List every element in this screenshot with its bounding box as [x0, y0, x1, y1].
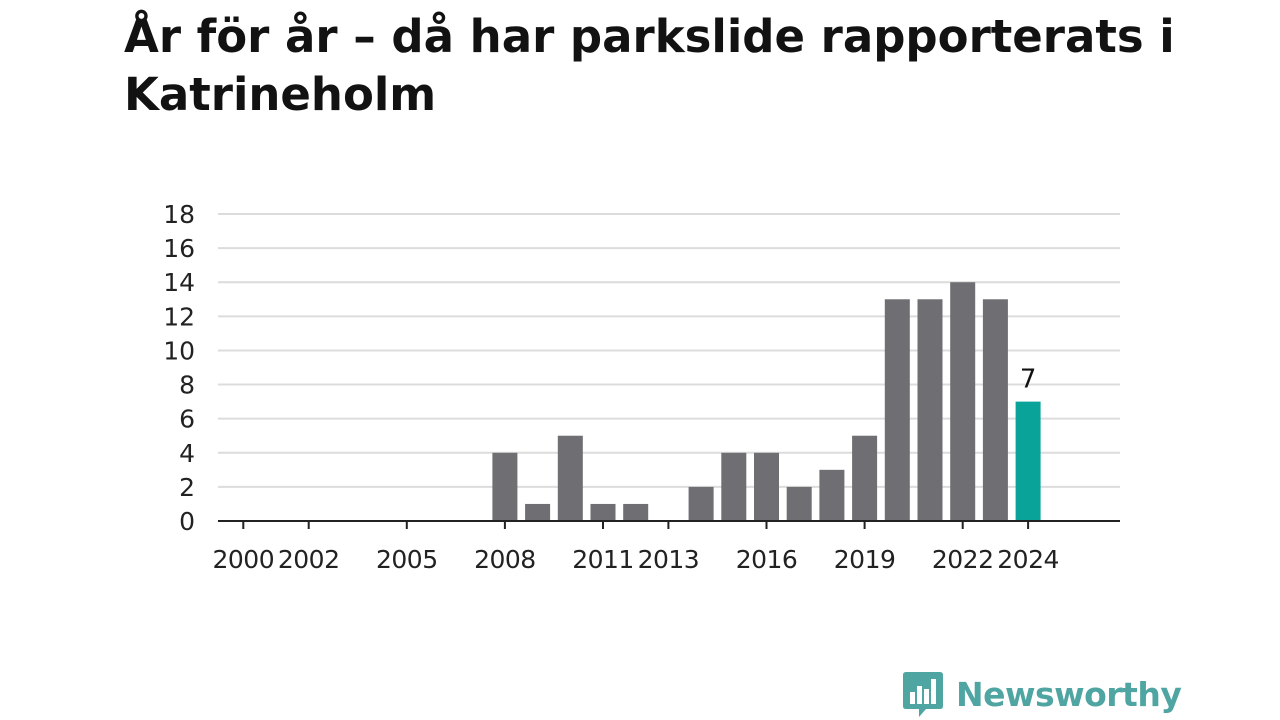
x-tick-label: 2005	[376, 545, 438, 574]
chart-title: År för år – då har parkslide rapporterat…	[124, 10, 1175, 121]
x-tick-label: 2016	[736, 545, 798, 574]
y-tick-label: 12	[163, 302, 195, 331]
brand-name: Newsworthy	[956, 674, 1182, 714]
y-tick-label: 10	[163, 336, 195, 365]
bar-2019	[852, 435, 878, 521]
y-tick-label: 0	[179, 507, 195, 536]
bar-2010	[557, 435, 583, 521]
y-tick-label: 18	[163, 200, 195, 229]
y-tick-label: 6	[179, 405, 195, 434]
bar-2021	[917, 299, 943, 521]
x-axis	[218, 520, 1120, 529]
newsworthy-logo: Newsworthy	[902, 670, 1182, 718]
bar-2020	[884, 299, 910, 521]
bar-2015	[721, 452, 747, 521]
x-tick-label: 2011	[572, 545, 634, 574]
bar-2012	[623, 503, 649, 521]
x-tick-label: 2019	[834, 545, 896, 574]
data-label: 7	[1020, 365, 1037, 395]
bar-2024	[1015, 401, 1041, 521]
y-tick-label: 8	[179, 371, 195, 400]
bar-2022	[950, 282, 976, 521]
x-tick-label: 2002	[278, 545, 340, 574]
x-tick-label: 2013	[638, 545, 700, 574]
bar-2011	[590, 503, 616, 521]
bar-2017	[786, 486, 812, 521]
bar-2016	[754, 452, 779, 521]
y-tick-label: 2	[179, 473, 195, 502]
bars	[492, 282, 1041, 521]
x-tick-label: 2024	[997, 545, 1059, 574]
bar-2014	[688, 486, 714, 521]
y-axis-labels: 0 2 4 6 8 10 12 14 16 18	[163, 200, 195, 536]
x-tick-label: 2000	[212, 545, 274, 574]
x-tick-label: 2008	[474, 545, 536, 574]
bar-2008	[492, 452, 518, 521]
bar-2023	[982, 299, 1008, 521]
y-tick-label: 4	[179, 439, 195, 468]
y-tick-label: 14	[163, 268, 195, 297]
newsworthy-bars-icon	[903, 672, 943, 717]
bar-2009	[525, 503, 551, 521]
data-labels: 7	[1020, 365, 1037, 395]
y-tick-label: 16	[163, 234, 195, 263]
x-axis-labels: 2000 2002 2005 2008 2011 2013 2016 2019 2022 2024	[212, 545, 1059, 574]
x-tick-label: 2022	[932, 545, 994, 574]
bar-2018	[819, 469, 845, 521]
